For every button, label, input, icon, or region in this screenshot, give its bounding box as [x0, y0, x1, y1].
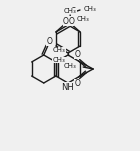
Text: NH: NH — [62, 82, 74, 92]
Text: O: O — [47, 37, 53, 45]
Text: CH₃: CH₃ — [63, 63, 76, 69]
Text: O: O — [75, 50, 80, 59]
Text: O: O — [71, 8, 77, 16]
Text: CH₃: CH₃ — [84, 6, 97, 12]
Text: O: O — [63, 16, 69, 26]
Text: CH₃: CH₃ — [77, 16, 90, 22]
Text: O: O — [68, 16, 74, 26]
Text: O: O — [75, 79, 80, 88]
Text: CH₃: CH₃ — [53, 47, 66, 53]
Text: CH₃: CH₃ — [53, 57, 66, 63]
Text: CH₃: CH₃ — [64, 8, 76, 14]
